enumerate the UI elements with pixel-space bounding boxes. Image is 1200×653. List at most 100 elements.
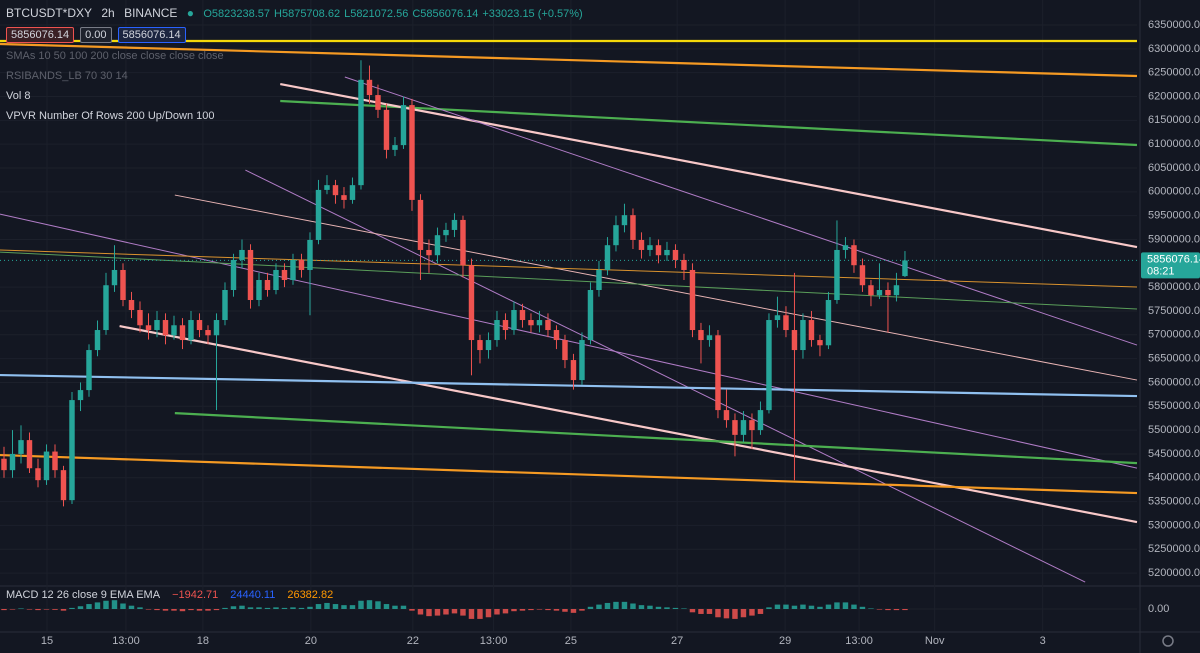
candle-body — [273, 269, 279, 290]
candle-body — [732, 420, 738, 435]
candle-body — [349, 185, 356, 200]
candle-body — [749, 420, 755, 431]
y-tick-label: 5400000.00 — [1148, 472, 1200, 484]
macd-bar — [791, 605, 798, 609]
candle-body — [315, 189, 322, 240]
macd-bar — [876, 609, 883, 610]
candle-body — [256, 279, 262, 301]
macd-bar — [536, 609, 543, 610]
y-tick-label: 6000000.00 — [1148, 186, 1200, 198]
macd-value: 26382.82 — [287, 589, 334, 601]
candle-body — [902, 260, 908, 277]
macd-bar — [77, 606, 84, 609]
macd-value: 24440.11 — [230, 589, 276, 601]
macd-bar — [332, 604, 339, 609]
macd-bar — [698, 609, 704, 614]
macd-bar — [451, 609, 458, 614]
candle-body — [213, 320, 220, 336]
macd-bar — [307, 606, 313, 609]
macd-bar — [902, 609, 908, 611]
candle-body — [298, 259, 305, 270]
candle-body — [247, 249, 254, 301]
x-tick-label: 13:00 — [845, 635, 873, 647]
y-tick-label: 5200000.00 — [1148, 567, 1200, 579]
trend-line — [174, 194, 1138, 381]
macd-bar — [9, 609, 16, 610]
candle-body — [52, 451, 58, 471]
candle-body — [366, 79, 373, 96]
candle-body — [647, 245, 653, 250]
trend-line — [0, 373, 1138, 398]
candle-body — [409, 105, 415, 200]
indicator-label[interactable]: Vol 8 — [6, 90, 31, 102]
macd-bar — [358, 600, 364, 609]
trend-line — [245, 169, 1086, 583]
candle-body — [519, 310, 526, 321]
macd-bar — [740, 609, 747, 618]
macd-bar — [366, 600, 373, 609]
candle-body — [145, 325, 152, 331]
macd-bar — [324, 602, 330, 609]
x-tick-label: 3 — [1040, 635, 1046, 647]
macd-bar — [545, 609, 551, 611]
settings-gear[interactable] — [1162, 635, 1174, 647]
macd-bar — [86, 604, 92, 609]
y-tick-label: 5500000.00 — [1148, 424, 1200, 436]
candle-body — [698, 330, 704, 341]
candle-body — [689, 269, 696, 331]
candle-body — [9, 453, 16, 471]
candle-body — [562, 340, 568, 361]
macd-bar — [52, 609, 58, 610]
macd-bar — [341, 605, 347, 609]
candle-body — [171, 325, 177, 336]
candle-body — [18, 440, 24, 454]
macd-bar — [239, 605, 245, 609]
candle-body — [587, 289, 594, 341]
exchange: BINANCE — [124, 6, 178, 20]
macd-title[interactable]: MACD 12 26 close 9 EMA EMA — [6, 589, 161, 601]
y-tick-label: 6300000.00 — [1148, 43, 1200, 55]
symbol[interactable]: BTCUSDT*DXY — [6, 6, 93, 20]
y-tick-label: 5800000.00 — [1148, 281, 1200, 293]
candle-body — [536, 320, 543, 326]
macd-bar — [689, 609, 696, 613]
macd-bar — [315, 604, 322, 609]
macd-bar — [154, 609, 160, 611]
candle-body — [766, 320, 772, 411]
candle-body — [358, 79, 364, 186]
interval[interactable]: 2h — [101, 6, 115, 20]
candle-body — [375, 95, 381, 110]
candle-body — [791, 330, 798, 351]
macd-bar — [264, 607, 271, 609]
y-tick-label: 5900000.00 — [1148, 233, 1200, 245]
candle-body — [154, 320, 160, 331]
x-tick-label: 20 — [305, 635, 317, 647]
indicator-label[interactable]: RSIBANDS_LB 70 30 14 — [6, 70, 128, 82]
macd-bar — [859, 606, 866, 609]
candle-body — [103, 285, 109, 331]
macd-bar — [375, 601, 381, 609]
candle-body — [1, 458, 7, 471]
candle-body — [281, 269, 288, 280]
candle-body — [128, 300, 135, 311]
candle-body — [426, 249, 432, 256]
macd-bar — [519, 609, 526, 611]
candle-body — [485, 340, 492, 351]
macd-bar — [893, 609, 900, 611]
candle-body — [188, 320, 194, 341]
candle-body — [392, 145, 398, 150]
candle-body — [26, 440, 33, 469]
indicator-label[interactable]: SMAs 10 50 100 200 close close close clo… — [6, 50, 224, 62]
candle-body — [332, 185, 339, 196]
macd-bar — [196, 609, 203, 611]
macd-bar — [485, 609, 492, 618]
candle-body — [800, 320, 806, 351]
candle-body — [400, 105, 407, 146]
macd-bar — [613, 601, 619, 609]
candle-body — [94, 330, 101, 351]
candle-body — [443, 229, 449, 236]
macd-bar — [426, 609, 432, 617]
trend-line — [280, 99, 1138, 147]
macd-bar — [511, 609, 517, 612]
indicator-label[interactable]: VPVR Number Of Rows 200 Up/Down 100 — [6, 110, 215, 122]
